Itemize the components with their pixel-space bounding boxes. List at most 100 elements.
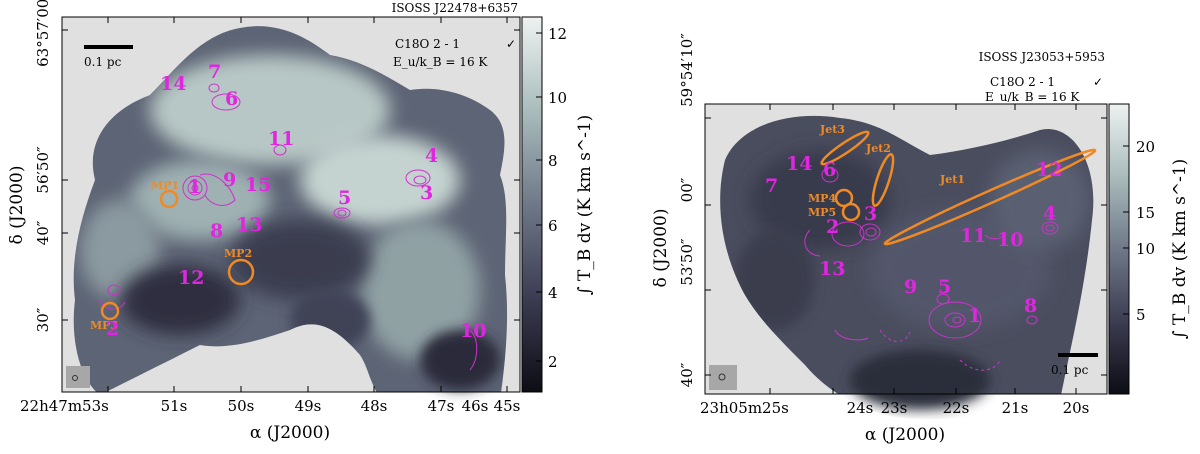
source-label: 8 <box>1024 295 1037 317</box>
source-label: 1 <box>968 305 981 327</box>
right-plot-frame <box>704 103 1108 395</box>
source-label: 9 <box>223 169 236 191</box>
left-source-labels: 1 2 3 4 5 6 7 8 9 10 11 12 13 14 15 <box>106 61 486 342</box>
source-label: 4 <box>425 145 438 167</box>
left-colorbar <box>521 16 543 393</box>
left-scalebar-label: 0.1 pc <box>84 55 122 69</box>
y-tick-label: 40″ <box>34 220 52 245</box>
left-colorbar-label: ∫ T_B dv (K km s^-1) <box>575 115 595 296</box>
left-title: ISOSS J22478+6357 <box>392 1 518 15</box>
source-label: 9 <box>904 276 917 298</box>
source-label: 12 <box>178 267 204 289</box>
source-label: 14 <box>786 153 812 175</box>
x-tick-label: 22h47m53s <box>20 397 109 415</box>
right-scalebar-label: 0.1 pc <box>1051 363 1089 377</box>
colorbar-tick-label: 12 <box>548 25 567 43</box>
right-x-ticklabels: 23h05m25s 24s 23s 22s 21s 20s <box>700 399 1089 417</box>
x-tick-label: 22s <box>943 399 970 417</box>
left-panel: MP1 MP2 MP3 1 2 3 4 5 6 7 8 9 10 11 12 1… <box>7 0 595 443</box>
y-tick-label: 40″ <box>678 362 696 387</box>
left-beam <box>72 375 78 381</box>
left-ylabel: δ (J2000) <box>7 166 27 245</box>
source-label: 13 <box>236 214 262 236</box>
x-tick-label: 51s <box>161 397 188 415</box>
colorbar-tick-label: 2 <box>548 353 558 371</box>
source-label: 6 <box>225 88 238 110</box>
right-line-label: C18O 2 - 1 <box>990 75 1055 89</box>
jet3-label: Jet3 <box>819 123 845 136</box>
left-beam-box <box>66 366 90 388</box>
source-label: 7 <box>208 61 221 83</box>
mp3-circle <box>100 301 120 321</box>
right-energy-label: E_u/k_B = 16 K <box>985 90 1080 104</box>
jet1-label: Jet1 <box>939 173 965 186</box>
x-tick-label: 45s <box>494 397 521 415</box>
left-contours <box>99 83 478 371</box>
source-label: 5 <box>338 187 351 209</box>
source-label: 3 <box>864 203 877 225</box>
right-contours <box>804 167 1059 371</box>
right-colorbar-label: ∫ T_B dv (K km s^-1) <box>1170 159 1190 340</box>
right-y-ticklabels: 59°54′10″ 00″ 53′50″ 40″ <box>678 33 696 388</box>
right-title: ISOSS J23053+5953 <box>979 50 1105 64</box>
left-x-tickmarks <box>107 17 508 392</box>
left-plot-frame <box>61 16 521 393</box>
right-x-tickmarks <box>769 104 1077 394</box>
source-label: 2 <box>826 216 839 238</box>
jet1-ellipse <box>883 148 1097 246</box>
colorbar-tick-label: 8 <box>548 152 558 170</box>
mp2-label: MP2 <box>224 247 252 260</box>
left-x-ticklabels: 22h47m53s 51s 50s 49s 48s 47s 46s 45s <box>20 397 520 415</box>
right-beam-box <box>709 365 737 390</box>
source-label: 11 <box>960 225 986 247</box>
jet2-label: Jet2 <box>865 142 891 155</box>
left-line-label: C18O 2 - 1 <box>395 37 460 51</box>
mp3-label: MP3 <box>90 319 118 332</box>
source-label: 7 <box>765 175 778 197</box>
y-tick-label: 59°54′10″ <box>678 33 696 107</box>
right-jets <box>820 130 1097 246</box>
x-tick-label: 23s <box>881 399 908 417</box>
x-tick-label: 48s <box>361 397 388 415</box>
source-label: 15 <box>245 174 271 196</box>
source-label: 13 <box>819 258 845 280</box>
left-energy-label: E_u/k_B = 16 K <box>393 55 488 69</box>
x-tick-label: 50s <box>228 397 255 415</box>
colorbar-tick-label: 20 <box>1136 138 1155 156</box>
source-label: 12 <box>1036 159 1062 181</box>
source-label: 6 <box>823 159 836 181</box>
right-xlabel: α (J2000) <box>865 425 945 445</box>
colorbar-tick-label: 15 <box>1136 204 1155 222</box>
mp5-label: MP5 <box>808 206 836 219</box>
right-colorbar <box>1108 103 1130 395</box>
source-label: 4 <box>1043 203 1056 225</box>
x-tick-label: 23h05m25s <box>700 399 789 417</box>
left-y-tickmarks <box>62 29 520 321</box>
x-tick-label: 20s <box>1063 399 1090 417</box>
mp1-circle <box>159 189 179 209</box>
source-label: 8 <box>210 220 223 242</box>
right-source-labels: 1 2 3 4 5 6 7 8 9 10 11 12 13 14 <box>765 153 1062 327</box>
left-y-ticklabels: 63°57′00″ 56′50″ 40″ 30″ <box>34 0 52 332</box>
colorbar-tick-label: 6 <box>548 217 558 235</box>
y-tick-label: 56′50″ <box>34 146 52 194</box>
y-tick-label: 00″ <box>678 177 696 202</box>
x-tick-label: 46s <box>462 397 489 415</box>
x-tick-label: 49s <box>295 397 322 415</box>
mp4-label: MP4 <box>808 192 836 205</box>
colorbar-tick-label: 10 <box>548 89 567 107</box>
y-tick-label: 30″ <box>34 307 52 332</box>
x-tick-label: 24s <box>847 399 874 417</box>
mp5-circle <box>841 202 861 222</box>
left-xlabel: α (J2000) <box>250 423 330 443</box>
source-label: 5 <box>938 276 951 298</box>
mp1-label: MP1 <box>151 179 179 192</box>
source-label: 14 <box>160 73 186 95</box>
right-y-tickmarks <box>705 117 1107 376</box>
left-colorbar-ticks: 2 4 6 8 10 12 <box>536 25 567 371</box>
source-label: 3 <box>420 182 433 204</box>
jet2-ellipse <box>871 153 895 207</box>
right-panel: Jet1 Jet2 Jet3 MP4 MP5 1 2 3 4 5 6 7 8 9… <box>651 33 1190 445</box>
y-tick-label: 53′50″ <box>678 238 696 286</box>
